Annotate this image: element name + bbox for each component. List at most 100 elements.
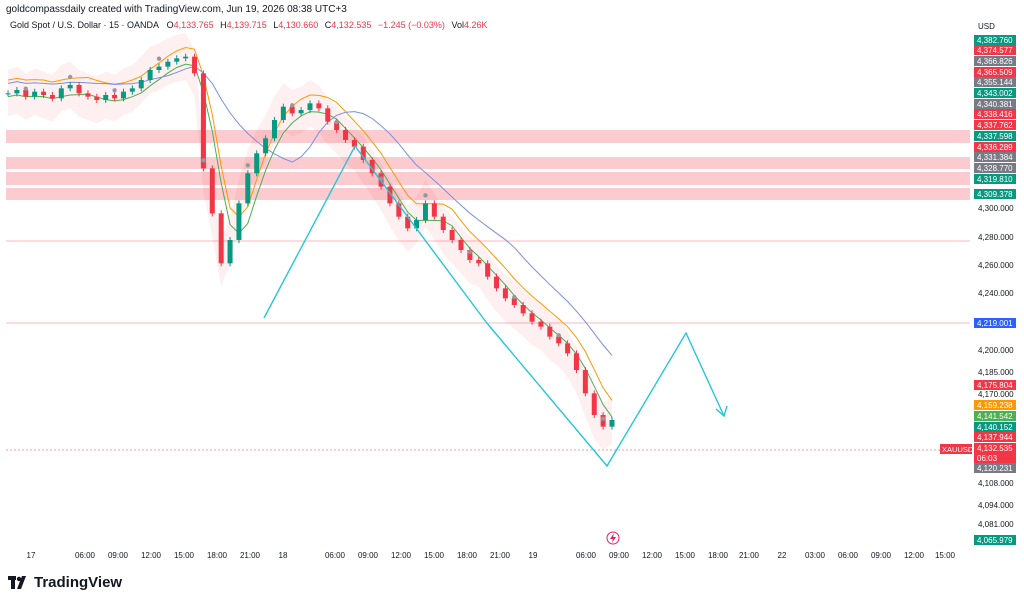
price-axis: 4,300.000 4,280.000 4,260.000 4,240.000 4,20… — [978, 204, 1014, 529]
chart-creator-note: goldcompassdaily created with TradingVie… — [6, 4, 347, 15]
candle — [387, 186, 393, 204]
indicator-dot — [112, 88, 117, 93]
indicator-dot — [467, 249, 473, 255]
time-tick-label: 18:00 — [457, 551, 478, 560]
price-tag — [974, 463, 1016, 473]
price-tag — [974, 45, 1016, 55]
indicator-dot — [156, 56, 162, 61]
candle — [236, 203, 242, 240]
price-tag — [974, 535, 1016, 545]
price-tick-label: 4,094.000 — [978, 501, 1014, 510]
price-tag — [974, 432, 1016, 442]
price-tick-label: 4,081.000 — [978, 520, 1014, 529]
volume-value: 4.26K — [463, 20, 488, 30]
brand-name: TradingView — [34, 574, 123, 591]
price-tag — [974, 88, 1016, 98]
ma-blue-line — [7, 65, 613, 356]
price-tag-label: 4,141.542 — [977, 412, 1013, 421]
symbol-tag-label: XAUUSD — [942, 445, 974, 454]
price-tick-label: 4,200.000 — [978, 346, 1014, 355]
price-tag-label: 4,137.944 — [977, 433, 1013, 442]
brand-logo[interactable]: TradingView — [8, 574, 122, 591]
indicator-dot — [512, 294, 517, 300]
price-tick-label: 4,300.000 — [978, 204, 1014, 213]
candle — [520, 305, 526, 314]
price-tag-label: 4,328.770 — [977, 164, 1013, 173]
candle — [529, 313, 535, 322]
candle — [271, 120, 277, 139]
candle — [174, 58, 180, 62]
candle — [156, 66, 162, 70]
price-tag-label: 4,374.577 — [977, 46, 1013, 55]
candle — [538, 321, 544, 327]
candle — [14, 90, 20, 94]
candle — [351, 140, 357, 147]
time-tick-label: 06:00 — [576, 551, 597, 560]
candle — [218, 213, 224, 264]
price-tag — [974, 77, 1016, 87]
indicator-bands — [7, 33, 613, 450]
cloud-band — [8, 33, 612, 450]
price-tag — [974, 380, 1016, 390]
price-tick-label: 4,185.000 — [978, 368, 1014, 377]
candle — [405, 216, 411, 229]
resistance-zone — [6, 172, 970, 185]
horizontal-levels — [6, 240, 970, 451]
price-tag-label: 4,140.152 — [977, 423, 1013, 432]
price-tag-label: 4,338.416 — [977, 110, 1013, 119]
candle — [582, 370, 588, 394]
candle — [547, 326, 553, 337]
candle — [414, 220, 420, 229]
projection-pattern — [263, 144, 728, 468]
candle — [396, 203, 402, 217]
candle — [165, 61, 171, 67]
price-tag — [974, 56, 1016, 66]
candle — [343, 130, 349, 140]
price-tag — [974, 109, 1016, 119]
indicator-dot — [334, 119, 339, 125]
candle — [458, 240, 464, 250]
candle — [422, 203, 428, 220]
candle — [573, 353, 579, 370]
time-tick-label: 06:00 — [325, 551, 346, 560]
candle — [67, 85, 73, 89]
time-tick-label: 19 — [529, 551, 538, 560]
price-tag-label: 4,219.001 — [977, 319, 1013, 328]
price-tick-label: 4,170.000 — [978, 390, 1014, 399]
low-value: 4,130.660 — [278, 20, 319, 30]
candle — [183, 56, 189, 59]
price-tag — [974, 422, 1016, 432]
indicator-dot — [556, 333, 561, 338]
low-label: L — [273, 20, 279, 30]
price-tag — [974, 131, 1016, 141]
price-tag — [974, 142, 1016, 152]
resistance-zones — [6, 130, 970, 200]
candle — [112, 95, 118, 99]
candle — [511, 298, 517, 305]
candle — [254, 153, 260, 174]
time-tick-label: 09:00 — [358, 551, 379, 560]
candle — [227, 240, 233, 264]
price-tag — [974, 453, 1016, 463]
candles — [5, 53, 615, 430]
indicator-dot — [23, 86, 28, 91]
price-tag-label: 4,159.238 — [977, 401, 1013, 410]
flash-icon — [606, 531, 620, 545]
symbol-legend[interactable]: Gold Spot / U.S. Dollar · 15 · OANDA O4,… — [10, 20, 491, 30]
indicator-dot — [600, 416, 606, 421]
indicator-dots — [23, 56, 606, 421]
flash-bolt — [610, 533, 616, 543]
price-tag-label: 4,065.979 — [977, 536, 1013, 545]
candle — [49, 95, 55, 99]
price-tag — [974, 35, 1016, 45]
time-tick-label: 12:00 — [141, 551, 162, 560]
close-label: C — [324, 20, 332, 30]
time-tick-label: 17 — [27, 551, 36, 560]
candle — [440, 216, 446, 230]
time-tick-label: 22 — [778, 551, 787, 560]
candle — [192, 56, 198, 74]
candle — [307, 103, 313, 110]
candle — [76, 85, 82, 94]
price-tag — [974, 163, 1016, 173]
